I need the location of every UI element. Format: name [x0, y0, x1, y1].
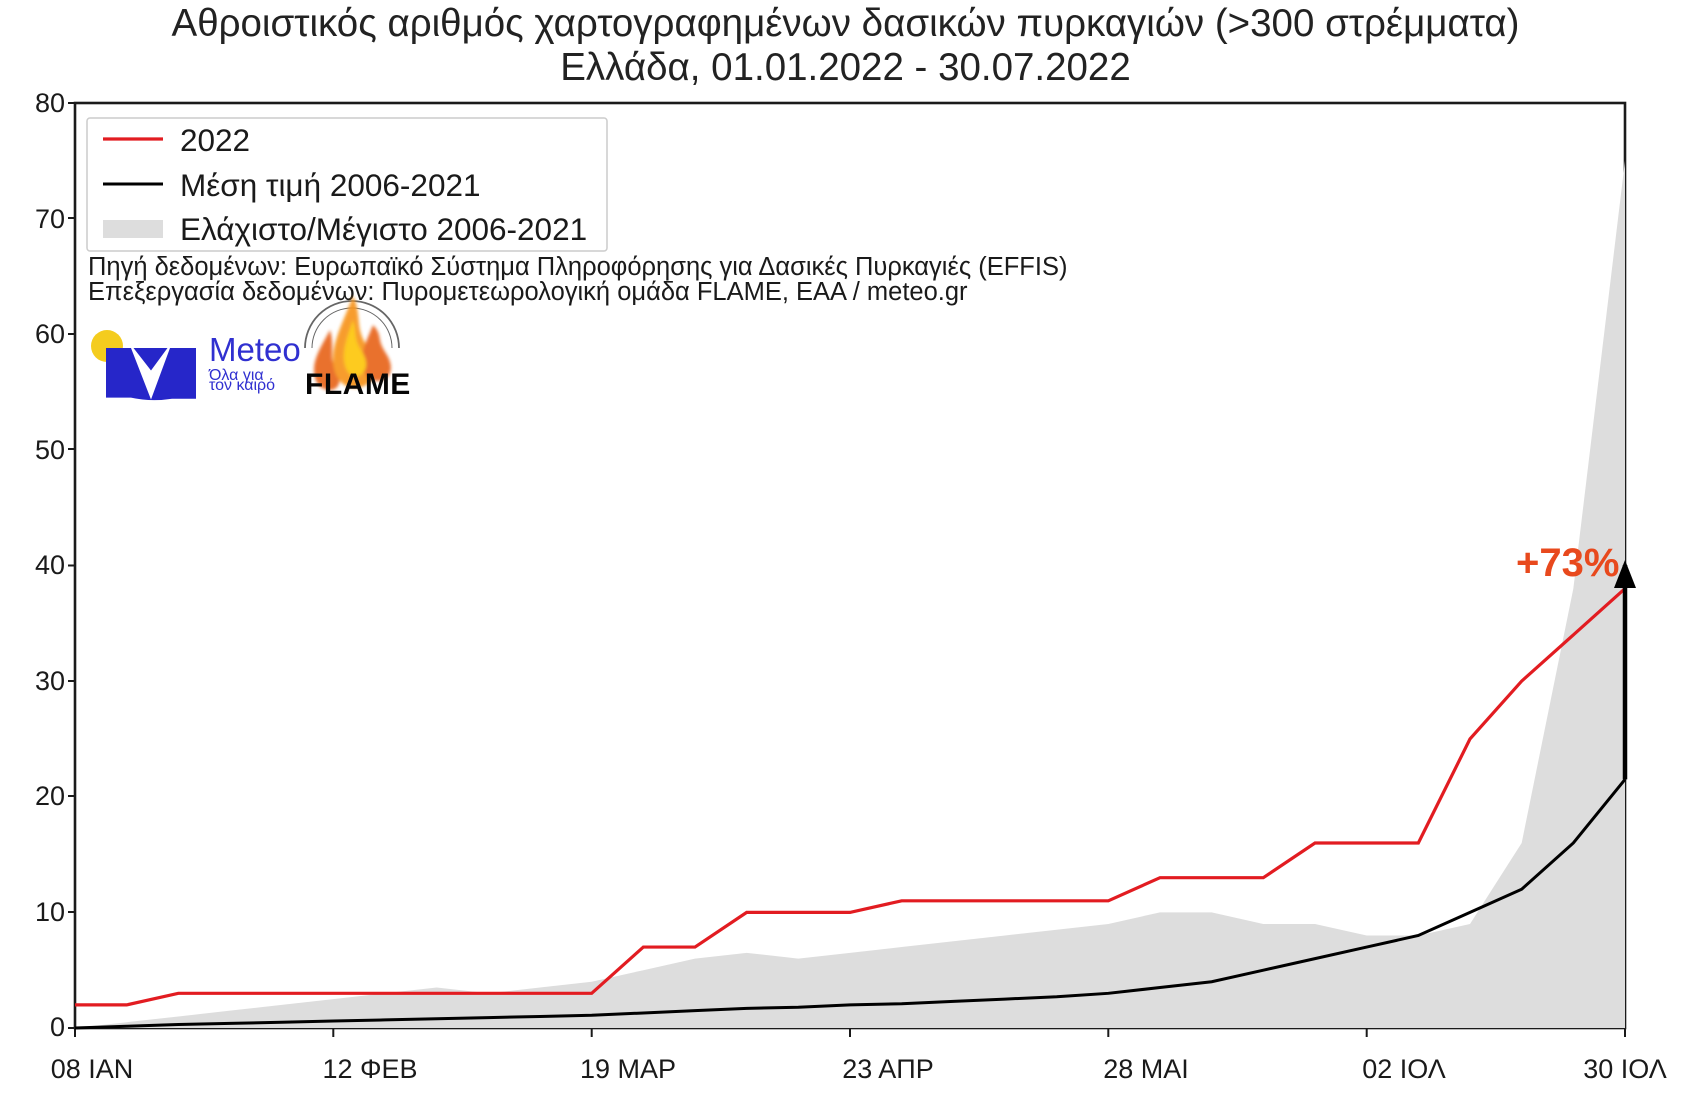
svg-text:50: 50: [35, 435, 65, 465]
svg-text:Πηγή δεδομένων: Ευρωπαϊκό Σύστ: Πηγή δεδομένων: Ευρωπαϊκό Σύστημα Πληροφ…: [88, 253, 1067, 281]
svg-text:08 ΙΑΝ: 08 ΙΑΝ: [51, 1054, 134, 1084]
svg-text:23 ΑΠΡ: 23 ΑΠΡ: [842, 1054, 934, 1084]
svg-text:Μέση τιμή 2006-2021: Μέση τιμή 2006-2021: [180, 167, 481, 203]
svg-text:28 ΜΑΙ: 28 ΜΑΙ: [1103, 1054, 1189, 1084]
svg-text:20: 20: [35, 781, 65, 811]
svg-text:02 ΙΟΛ: 02 ΙΟΛ: [1362, 1054, 1446, 1084]
svg-text:2022: 2022: [180, 122, 250, 158]
svg-text:80: 80: [35, 88, 65, 118]
svg-text:Επεξεργασία δεδομένων: Πυρομετ: Επεξεργασία δεδομένων: Πυρομετεωρολογική…: [88, 278, 968, 306]
svg-text:0: 0: [50, 1012, 65, 1042]
svg-text:40: 40: [35, 550, 65, 580]
svg-text:τον καιρό: τον καιρό: [209, 377, 275, 394]
svg-text:10: 10: [35, 897, 65, 927]
svg-text:Meteo: Meteo: [209, 331, 301, 368]
svg-text:70: 70: [35, 204, 65, 234]
svg-text:+73%: +73%: [1516, 541, 1619, 585]
svg-text:Ελάχιστο/Μέγιστο 2006-2021: Ελάχιστο/Μέγιστο 2006-2021: [180, 211, 587, 247]
svg-text:30: 30: [35, 666, 65, 696]
svg-text:60: 60: [35, 319, 65, 349]
svg-text:30 ΙΟΛ: 30 ΙΟΛ: [1583, 1054, 1667, 1084]
svg-text:FLAME: FLAME: [305, 368, 411, 401]
svg-text:19 ΜΑΡ: 19 ΜΑΡ: [580, 1054, 676, 1084]
svg-text:12 ΦΕΒ: 12 ΦΕΒ: [322, 1054, 417, 1084]
